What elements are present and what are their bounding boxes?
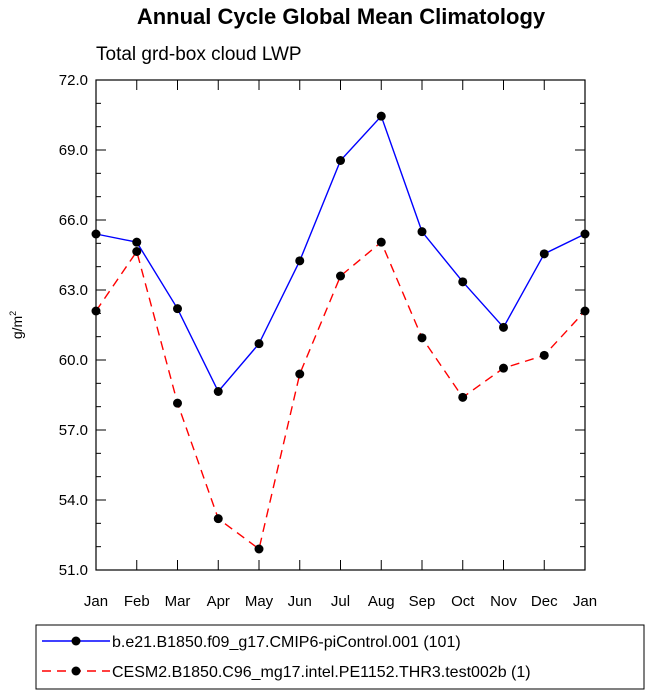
y-axis-label-text: g/m bbox=[9, 316, 25, 339]
x-tick-label: Sep bbox=[409, 593, 436, 610]
series-1-point bbox=[213, 387, 223, 396]
legend-swatch-marker bbox=[71, 636, 81, 646]
series-1-point bbox=[539, 249, 549, 259]
series-1-point bbox=[91, 229, 101, 239]
series-1-point bbox=[132, 237, 142, 247]
series-2-point bbox=[539, 350, 549, 360]
series-2-point bbox=[173, 398, 182, 408]
legend-label: b.e21.B1850.f09_g17.CMIP6-piControl.001 … bbox=[112, 634, 461, 651]
series-1-point bbox=[417, 227, 427, 237]
y-tick-label: 60.0 bbox=[59, 352, 88, 369]
y-tick-label: 54.0 bbox=[59, 492, 88, 509]
y-tick-label: 72.0 bbox=[59, 72, 88, 89]
y-axis-tick-labels: 51.0 54.0 57.0 60.0 63.0 66.0 69.0 72.0 bbox=[59, 72, 88, 579]
legend-swatch-marker bbox=[71, 666, 81, 676]
series-2-point bbox=[580, 306, 590, 316]
series-2-line bbox=[95, 241, 586, 551]
x-tick-label: Nov bbox=[490, 593, 517, 610]
x-tick-label: Apr bbox=[207, 593, 230, 610]
series-2 bbox=[91, 237, 590, 554]
y-axis-label-superscript: 2 bbox=[8, 311, 18, 316]
x-tick-label: May bbox=[245, 593, 274, 610]
series-1-point bbox=[376, 111, 386, 121]
y-tick-label: 63.0 bbox=[59, 282, 88, 299]
series-1-point bbox=[499, 322, 508, 332]
plot-area: 51.0 54.0 57.0 60.0 63.0 66.0 69.0 72.0 Jan Feb M… bbox=[59, 72, 597, 610]
x-tick-label: Jun bbox=[288, 593, 312, 610]
series-2-point bbox=[132, 247, 142, 256]
legend-box bbox=[35, 624, 645, 690]
chart-title: Annual Cycle Global Mean Climatology bbox=[137, 4, 546, 29]
y-tick-label: 57.0 bbox=[59, 422, 88, 439]
series-2-point bbox=[295, 369, 305, 379]
y-tick-label: 66.0 bbox=[59, 212, 88, 229]
legend-item-2: CESM2.B1850.C96_mg17.intel.PE1152.THR3.t… bbox=[42, 664, 531, 681]
legend: b.e21.B1850.f09_g17.CMIP6-piControl.001 … bbox=[35, 624, 645, 690]
series-1-point bbox=[580, 229, 590, 239]
series-2-point bbox=[417, 333, 427, 343]
x-axis-tick-labels: Jan Feb Mar Apr May Jun Jul Aug Sep Oct Nov Dec Jan bbox=[84, 593, 597, 610]
legend-label: CESM2.B1850.C96_mg17.intel.PE1152.THR3.t… bbox=[112, 664, 531, 681]
series-2-point bbox=[499, 363, 508, 373]
axis-ticks bbox=[95, 79, 586, 571]
legend-items: b.e21.B1850.f09_g17.CMIP6-piControl.001 … bbox=[42, 634, 531, 681]
series-2-point bbox=[213, 514, 223, 524]
x-tick-label: Jan bbox=[84, 593, 108, 610]
x-tick-label: Mar bbox=[165, 593, 191, 610]
x-tick-label: Jul bbox=[331, 593, 350, 610]
series-1-point bbox=[173, 304, 182, 314]
series-2-point bbox=[91, 306, 101, 316]
x-tick-label: Oct bbox=[451, 593, 475, 610]
series-1-point bbox=[336, 156, 345, 165]
series-2-point bbox=[254, 544, 264, 554]
y-tick-label: 69.0 bbox=[59, 142, 88, 159]
plot-frame bbox=[95, 79, 586, 571]
series-2-point bbox=[458, 392, 468, 402]
series-layer bbox=[91, 111, 590, 554]
x-tick-label: Aug bbox=[368, 593, 395, 610]
series-2-point bbox=[376, 237, 386, 247]
series-1-point bbox=[254, 339, 264, 349]
y-tick-label: 51.0 bbox=[59, 562, 88, 579]
x-tick-label: Feb bbox=[124, 593, 150, 610]
series-1 bbox=[91, 111, 590, 396]
legend-item-1: b.e21.B1850.f09_g17.CMIP6-piControl.001 … bbox=[42, 634, 461, 651]
y-axis-label: g/m2 bbox=[8, 311, 25, 339]
x-tick-label: Dec bbox=[531, 593, 558, 610]
series-2-point bbox=[336, 271, 345, 281]
series-1-point bbox=[295, 256, 305, 266]
x-tick-label: Jan bbox=[573, 593, 597, 610]
series-1-point bbox=[458, 277, 468, 287]
chart-subtitle: Total grd-box cloud LWP bbox=[96, 44, 302, 65]
